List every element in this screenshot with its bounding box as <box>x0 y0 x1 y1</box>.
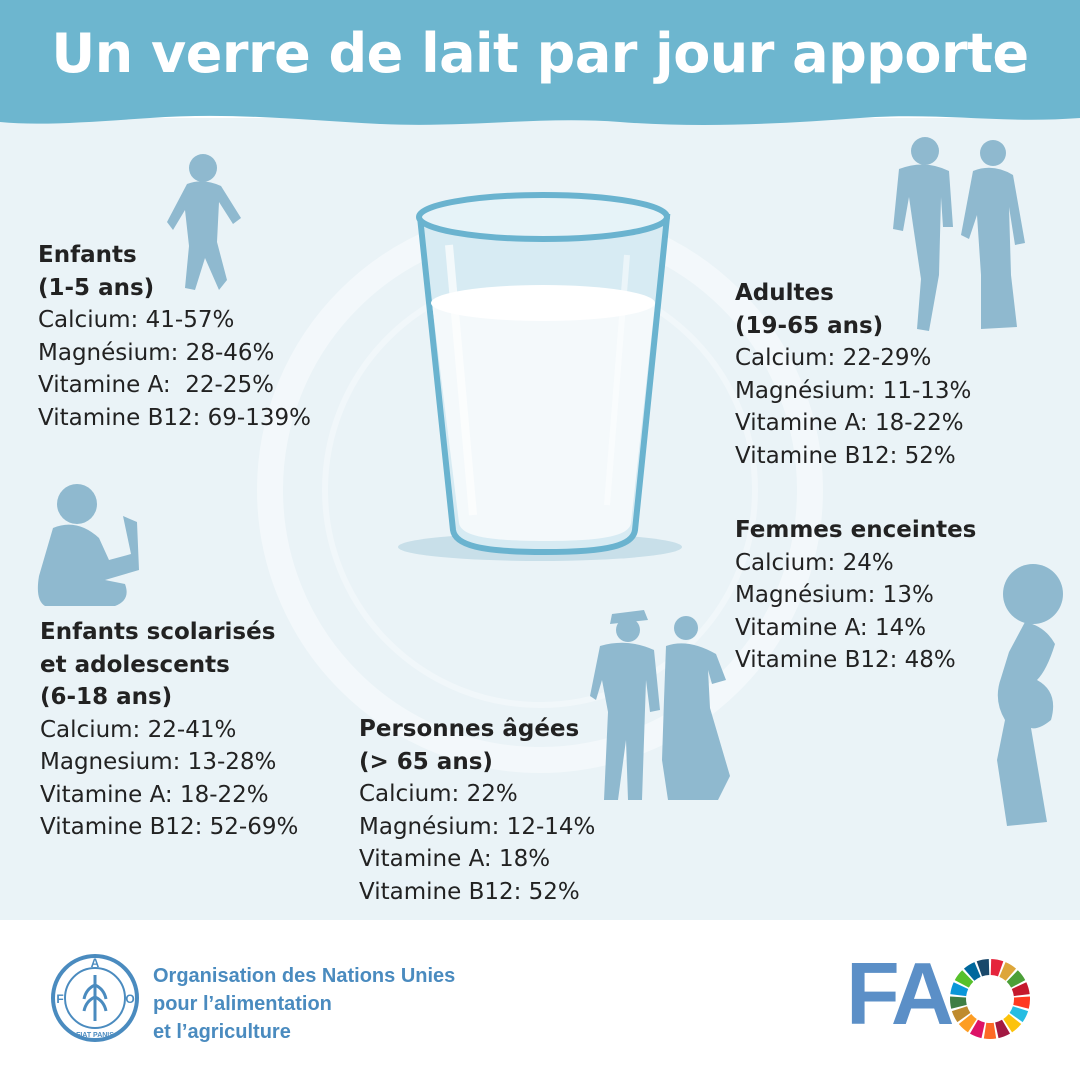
group-title-line: (19-65 ans) <box>735 312 884 339</box>
glass-of-milk-icon <box>398 192 682 561</box>
sdg-segment <box>983 1022 997 1039</box>
group-title-line: Personnes âgées <box>359 716 580 742</box>
nutrient-line: Vitamine A: 18% <box>359 846 551 872</box>
nutrient-line: Vitamine A: 18-22% <box>40 781 269 808</box>
page-title: Un verre de lait par jour apporte <box>51 22 1029 85</box>
group-title-line: Enfants scolarisés <box>40 619 276 645</box>
org-name-line: pour l’alimentation <box>153 993 332 1015</box>
nutrient-line: Vitamine B12: 52-69% <box>40 814 299 840</box>
sdg-segment <box>1009 1006 1029 1023</box>
sdg-segment <box>999 962 1017 981</box>
nutrient-line: Magnésium: 12-14% <box>359 813 596 840</box>
group-enfants: Enfants (1-5 ans) Calcium: 41-57% Magnés… <box>38 239 311 434</box>
fao-logo-text: FA <box>846 944 954 1043</box>
org-name-line: et l’agriculture <box>153 1021 291 1043</box>
nutrient-line: Calcium: 22% <box>359 781 518 807</box>
sdg-segment <box>950 996 967 1009</box>
sdg-segment <box>963 962 981 981</box>
group-personnes-agees: Personnes âgées (> 65 ans) Calcium: 22% … <box>359 713 595 908</box>
group-adultes: Adultes (19-65 ans) Calcium: 22-29% Magn… <box>735 277 971 472</box>
svg-text:FIAT PANIS: FIAT PANIS <box>76 1032 114 1039</box>
svg-text:O: O <box>125 992 134 1006</box>
nutrient-line: Magnésium: 28-46% <box>38 339 275 366</box>
sdg-segment <box>969 1019 985 1039</box>
nutrient-line: Calcium: 22-29% <box>735 345 932 371</box>
nutrient-line: Magnesium: 13-28% <box>40 749 277 775</box>
sdg-segment <box>1006 970 1026 988</box>
header-band <box>0 0 1080 125</box>
nutrient-line: Vitamine B12: 52% <box>735 442 956 469</box>
nutrient-line: Magnésium: 13% <box>735 582 934 608</box>
adult-couple-icon <box>893 137 1025 331</box>
sdg-segment <box>950 982 969 997</box>
sdg-segment <box>954 970 974 988</box>
child-reading-icon <box>37 484 139 606</box>
group-title-line: et adolescents <box>40 651 230 678</box>
org-name-line: Organisation des Nations Unies <box>153 965 456 987</box>
sdg-segment <box>1003 1014 1022 1033</box>
nutrient-line: Calcium: 24% <box>735 549 894 576</box>
sdg-wheel-icon <box>950 959 1030 1039</box>
nutrient-line: Calcium: 22-41% <box>40 716 237 743</box>
sdg-segment <box>976 959 990 977</box>
nutrient-line: Vitamine A: 22-25% <box>38 372 274 398</box>
group-title-line: (> 65 ans) <box>359 748 493 775</box>
group-title-line: (1-5 ans) <box>38 274 155 301</box>
footer <box>0 920 1080 1080</box>
svg-text:A: A <box>91 956 100 970</box>
svg-text:F: F <box>56 992 63 1006</box>
sdg-segment <box>1013 996 1030 1009</box>
group-title-line: Enfants <box>38 242 137 268</box>
pregnant-woman-icon <box>997 564 1063 826</box>
nutrient-line: Vitamine A: 18-22% <box>735 410 964 436</box>
nutrient-line: Calcium: 41-57% <box>38 307 235 333</box>
group-title-line: Femmes enceintes <box>735 517 977 543</box>
fao-emblem-icon: A F O FIAT PANIS <box>51 954 139 1042</box>
sdg-segment <box>958 1014 977 1033</box>
elderly-couple-icon <box>590 610 730 800</box>
nutrient-line: Magnésium: 11-13% <box>735 377 972 404</box>
group-title-line: Adultes <box>735 280 834 306</box>
child-running-icon <box>167 154 241 290</box>
organisation-name: Organisation des Nations Unies pour l’al… <box>153 962 455 1046</box>
nutrient-line: Vitamine B12: 52% <box>359 878 580 905</box>
group-enfants-scolarises: Enfants scolarisés et adolescents (6-18 … <box>40 616 298 844</box>
sdg-segment <box>995 1019 1011 1039</box>
nutrient-line: Vitamine B12: 48% <box>735 647 956 673</box>
group-femmes-enceintes: Femmes enceintes Calcium: 24% Magnésium:… <box>735 514 976 677</box>
nutrient-line: Vitamine B12: 69-139% <box>38 404 311 431</box>
group-title-line: (6-18 ans) <box>40 684 173 710</box>
sdg-segment <box>1011 982 1030 997</box>
sdg-segment <box>990 959 1004 977</box>
nutrient-line: Vitamine A: 14% <box>735 614 927 641</box>
sdg-segment <box>951 1006 971 1023</box>
